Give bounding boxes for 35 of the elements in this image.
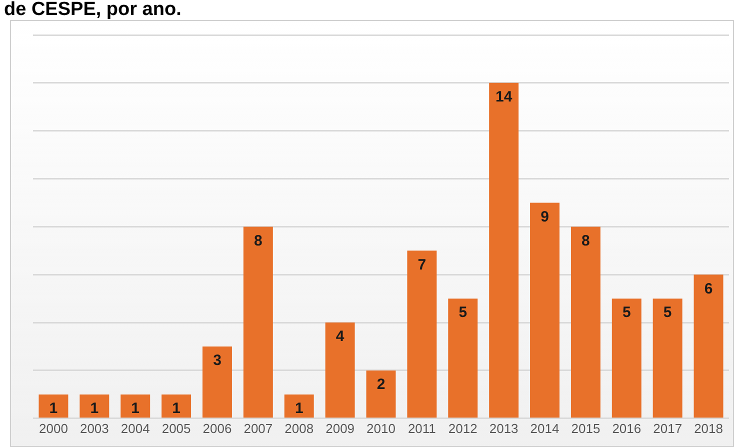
x-tick-label: 2004 (120, 420, 150, 436)
data-label: 5 (458, 304, 468, 322)
x-tick-label: 2006 (202, 420, 232, 436)
x-tick-label: 2013 (489, 420, 518, 436)
x-tick-label: 2010 (366, 420, 396, 436)
data-label: 1 (49, 400, 58, 418)
x-tick-label: 2007 (244, 420, 273, 436)
data-label: 4 (336, 328, 345, 346)
data-label: 8 (582, 232, 590, 250)
x-tick-label: 2014 (530, 420, 560, 436)
x-tick-label: 2015 (571, 420, 600, 436)
x-tick-label: 2005 (162, 420, 191, 436)
data-label: 8 (254, 232, 262, 250)
data-label: 3 (213, 352, 222, 370)
data-label: 7 (418, 256, 426, 274)
data-label: 6 (704, 280, 713, 298)
data-label: 1 (294, 400, 304, 418)
data-label: 9 (540, 208, 549, 226)
data-label: 5 (663, 304, 672, 322)
x-tick-label: 2016 (612, 420, 642, 436)
x-tick-label: 2003 (80, 420, 109, 436)
data-label: 14 (495, 88, 513, 106)
x-tick-label: 2012 (448, 420, 478, 436)
x-tick-label: 2009 (326, 420, 355, 436)
x-tick-label: 2018 (694, 420, 723, 436)
data-label: 1 (131, 400, 140, 418)
x-tick-label: 2011 (408, 420, 436, 436)
chart-title: de CESPE, por ano. (4, 0, 182, 20)
data-label: 2 (376, 376, 386, 394)
x-tick-label: 2017 (653, 420, 682, 436)
x-tick-label: 2008 (284, 420, 314, 436)
data-label: 1 (90, 400, 99, 418)
data-label: 1 (172, 400, 180, 418)
x-tick-label: 2000 (39, 420, 68, 436)
data-label: 5 (622, 304, 631, 322)
